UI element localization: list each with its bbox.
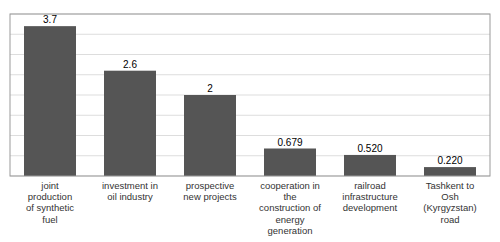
bar	[104, 71, 156, 176]
bar	[344, 155, 396, 176]
data-label: 0.679	[277, 137, 302, 148]
grid-line	[10, 74, 490, 75]
x-tick-label: Tashkent toOsh(Kyrgyzstan)road	[423, 180, 476, 225]
grid-line	[10, 34, 490, 35]
grid-line	[10, 135, 490, 136]
x-tick-label: cooperation intheconstruction ofenergyge…	[259, 180, 321, 236]
x-tick-label: investment inoil industry	[102, 180, 158, 202]
bar	[424, 167, 476, 176]
grid	[10, 14, 490, 176]
bars	[24, 26, 476, 176]
bar	[184, 95, 236, 176]
x-tick-label: prospectivenew projects	[183, 180, 237, 202]
x-tick-label: jointproductionof syntheticfuel	[26, 180, 74, 225]
plot-frame	[10, 14, 490, 176]
grid-line	[10, 155, 490, 156]
grid-line	[10, 54, 490, 55]
x-tick-label: railroadinfrastructuredevelopment	[342, 180, 397, 213]
data-label: 0.520	[357, 143, 382, 154]
bar	[24, 26, 76, 176]
grid-line	[10, 115, 490, 116]
data-label: 2.6	[123, 59, 137, 70]
data-label: 0.220	[437, 155, 462, 166]
bar	[264, 149, 316, 176]
data-label: 3.7	[43, 14, 57, 25]
data-label: 2	[207, 83, 213, 94]
grid-line	[10, 95, 490, 96]
chart: 3.7 2.6 2 0.679 0.520 0.220 jointproductionof …	[0, 0, 500, 242]
